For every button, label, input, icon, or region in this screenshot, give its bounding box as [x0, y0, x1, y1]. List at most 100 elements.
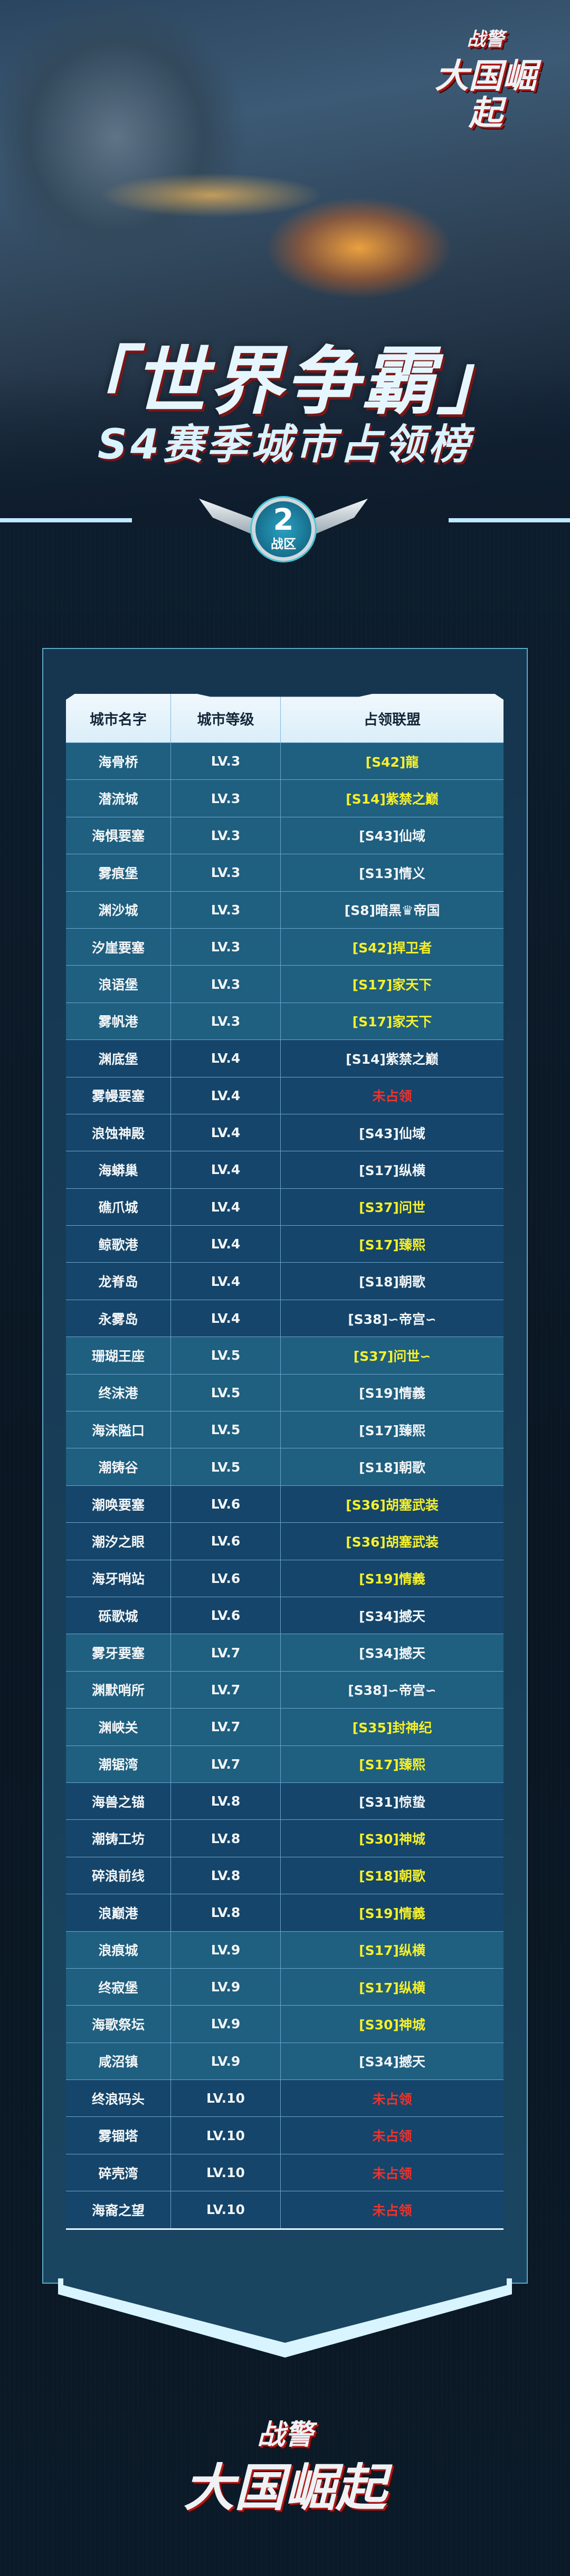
cell-alliance: [S18]朝歌: [359, 1460, 425, 1476]
table-row: 海蟒巢 LV.4 [S17]纵横: [66, 1151, 504, 1188]
cell-city-name: 海歌祭坛: [66, 2006, 171, 2043]
cell-city-name: 潮唤要塞: [66, 1485, 171, 1523]
cell-city-level: LV.3: [171, 743, 281, 780]
table-row: 潜流城 LV.3 [S14]紫禁之巅: [66, 779, 504, 817]
cell-alliance: [S14]紫禁之巅: [346, 1051, 439, 1067]
cell-city-name: 渊峡关: [66, 1709, 171, 1745]
cell-city-name: 海兽之锚: [66, 1782, 171, 1820]
cell-city-name: 渊沙城: [66, 891, 171, 928]
table-row: 雾锢塔 LV.10 未占领: [66, 2116, 504, 2154]
table-row: 潮铸工坊 LV.8 [S30]神城: [66, 1819, 504, 1857]
table-row: 终寂堡 LV.9 [S17]纵横: [66, 1968, 504, 2006]
cell-city-level: LV.7: [171, 1634, 281, 1671]
cell-alliance: 未占领: [372, 2129, 412, 2144]
cell-alliance: [S42]捍卫者: [352, 940, 432, 956]
table-row: 浪语堡 LV.3 [S17]家天下: [66, 965, 504, 1003]
cell-city-name: 砾歌城: [66, 1597, 171, 1634]
cell-city-name: 咸沼镇: [66, 2043, 171, 2080]
cell-city-name: 海裔之望: [66, 2191, 171, 2228]
cell-city-level: LV.4: [171, 1114, 281, 1151]
cell-city-level: LV.8: [171, 1782, 281, 1820]
logo-line2: 大国崛起: [435, 57, 536, 133]
table-row: 雾帆港 LV.3 [S17]家天下: [66, 1002, 504, 1040]
table-row: 浪痕城 LV.9 [S17]纵横: [66, 1931, 504, 1968]
cell-alliance: [S38]∽帝宫∽: [348, 1311, 436, 1327]
table-row: 潮唤要塞 LV.6 [S36]胡塞武装: [66, 1485, 504, 1523]
cell-city-name: 雾帆港: [66, 1003, 171, 1040]
cell-alliance: 未占领: [372, 1089, 412, 1104]
zone-badge: 2 战区: [199, 488, 336, 594]
cell-city-level: LV.5: [171, 1374, 281, 1411]
cell-city-level: LV.9: [171, 1968, 281, 2006]
cell-city-level: LV.9: [171, 1931, 281, 1968]
cell-city-name: 潮汐之眼: [66, 1523, 171, 1560]
cell-city-name: 龙脊岛: [66, 1263, 171, 1300]
cell-alliance: [S31]惊蛰: [359, 1794, 425, 1810]
table-row: 海裔之望 LV.10 未占领: [66, 2191, 504, 2228]
divider-right: [449, 518, 570, 522]
cell-city-level: LV.7: [171, 1709, 281, 1745]
table-row: 潮铸谷 LV.5 [S18]朝歌: [66, 1448, 504, 1485]
header-alliance: 占领联盟: [364, 711, 421, 728]
table-row: 龙脊岛 LV.4 [S18]朝歌: [66, 1262, 504, 1300]
cell-city-name: 终沫港: [66, 1374, 171, 1411]
cell-city-level: LV.8: [171, 1820, 281, 1857]
table-row: 海沫隘口 LV.5 [S17]臻熙: [66, 1411, 504, 1448]
cell-alliance: [S17]纵横: [359, 1980, 425, 1996]
cell-city-name: 海牙哨站: [66, 1560, 171, 1597]
cell-city-level: LV.4: [171, 1226, 281, 1263]
table-row: 海牙哨站 LV.6 [S19]情義: [66, 1559, 504, 1597]
cell-alliance: [S43]仙域: [359, 1125, 425, 1141]
game-logo-bottom: 战警 大国崛起: [179, 2409, 391, 2514]
cell-alliance: [S17]家天下: [352, 1014, 432, 1030]
page-title: 「世界争霸」: [56, 339, 513, 425]
cell-city-level: LV.9: [171, 2043, 281, 2080]
cell-city-level: LV.6: [171, 1560, 281, 1597]
table-row: 永雾岛 LV.4 [S38]∽帝宫∽: [66, 1299, 504, 1337]
cell-alliance: [S19]情義: [359, 1386, 425, 1401]
cell-city-name: 雾幔要塞: [66, 1077, 171, 1114]
cell-city-name: 潮铸谷: [66, 1448, 171, 1485]
cell-alliance: [S30]神城: [359, 1831, 425, 1847]
cell-city-level: LV.10: [171, 2191, 281, 2228]
table-row: 汐崖要塞 LV.3 [S42]捍卫者: [66, 928, 504, 966]
cell-city-level: LV.4: [171, 1040, 281, 1077]
cell-city-level: LV.8: [171, 1894, 281, 1931]
cell-city-level: LV.7: [171, 1671, 281, 1709]
cell-city-level: LV.3: [171, 891, 281, 928]
cell-city-name: 礁爪城: [66, 1188, 171, 1226]
cell-city-name: 浪语堡: [66, 966, 171, 1003]
cell-city-name: 浪蚀神殿: [66, 1114, 171, 1151]
cell-city-name: 永雾岛: [66, 1300, 171, 1337]
table-row: 渊峡关 LV.7 [S35]封神纪: [66, 1708, 504, 1745]
table-row: 终沫港 LV.5 [S19]情義: [66, 1373, 504, 1411]
cell-alliance: [S43]仙域: [359, 828, 425, 844]
table-row: 潮汐之眼 LV.6 [S36]胡塞武装: [66, 1522, 504, 1560]
table-row: 碎壳湾 LV.10 未占领: [66, 2153, 504, 2191]
table-row: 渊沙城 LV.3 [S8]暗黑♛帝国: [66, 891, 504, 928]
table-row: 碎浪前线 LV.8 [S18]朝歌: [66, 1856, 504, 1894]
table-bottom-border: [66, 2228, 504, 2230]
cell-city-level: LV.3: [171, 854, 281, 891]
cell-alliance: [S14]紫禁之巅: [346, 791, 439, 807]
table-row: 雾幔要塞 LV.4 未占领: [66, 1076, 504, 1114]
cell-alliance: [S36]胡塞武装: [346, 1534, 439, 1550]
cell-alliance: [S18]朝歌: [359, 1868, 425, 1884]
divider-left: [0, 518, 132, 522]
cell-city-name: 汐崖要塞: [66, 928, 171, 966]
cell-alliance: [S30]神城: [359, 2017, 425, 2033]
cell-city-level: LV.6: [171, 1523, 281, 1560]
cell-alliance: 未占领: [372, 2091, 412, 2107]
cell-city-name: 终浪码头: [66, 2080, 171, 2117]
cell-city-level: LV.10: [171, 2154, 281, 2191]
cell-alliance: [S18]朝歌: [359, 1274, 425, 1290]
zone-number: 2: [273, 503, 294, 537]
cell-alliance: [S38]∽帝宫∽: [348, 1683, 436, 1699]
cell-alliance: [S13]情义: [359, 865, 425, 881]
footer-logo-line1: 战警: [257, 2419, 313, 2451]
cell-alliance: 未占领: [372, 2165, 412, 2181]
table-row: 浪巅港 LV.8 [S19]情義: [66, 1894, 504, 1931]
cell-city-name: 浪痕城: [66, 1931, 171, 1968]
game-logo-top: 战警 大国崛起: [422, 21, 549, 132]
table-header: 城市名字 城市等级 占领联盟: [66, 694, 504, 742]
